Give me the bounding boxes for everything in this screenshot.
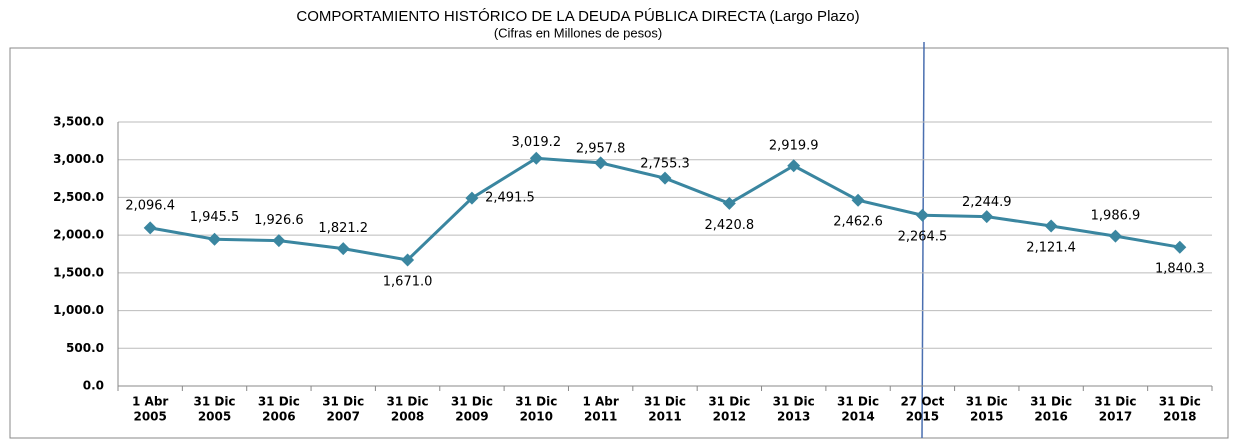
x-tick-label: 31 Dic <box>451 395 493 409</box>
y-tick-label: 1,000.0 <box>53 303 104 317</box>
data-label: 2,096.4 <box>125 198 175 213</box>
x-tick-label: 31 Dic <box>837 395 879 409</box>
point-marker <box>980 210 994 224</box>
x-tick-label: 1 Abr <box>132 395 168 409</box>
x-tick-label: 2010 <box>520 410 553 424</box>
point-marker <box>1173 240 1187 254</box>
data-label: 3,019.2 <box>511 135 561 150</box>
x-tick-label: 2015 <box>906 410 939 424</box>
data-label: 2,957.8 <box>576 141 626 156</box>
chart-frame <box>9 47 1229 439</box>
x-tick-label: 2008 <box>391 410 424 424</box>
point-marker <box>787 159 801 173</box>
y-tick-label: 500.0 <box>66 341 104 355</box>
data-label: 1,840.3 <box>1155 262 1205 277</box>
chart-subtitle: (Cifras en Millones de pesos) <box>494 25 662 40</box>
point-marker <box>336 242 350 256</box>
x-tick-label: 31 Dic <box>193 395 235 409</box>
data-label: 1,671.0 <box>383 274 433 289</box>
point-marker <box>1044 219 1058 233</box>
x-tick-label: 2014 <box>841 410 874 424</box>
point-marker <box>465 191 479 205</box>
y-tick-label: 2,000.0 <box>53 228 104 242</box>
y-tick-label: 1,500.0 <box>53 265 104 279</box>
data-label: 2,264.5 <box>898 230 948 245</box>
point-marker <box>851 193 865 207</box>
x-tick-label: 31 Dic <box>966 395 1008 409</box>
x-tick-label: 31 Dic <box>322 395 364 409</box>
point-marker <box>658 171 672 185</box>
data-label: 2,919.9 <box>769 138 819 153</box>
x-tick-label: 2009 <box>455 410 488 424</box>
x-tick-label: 2017 <box>1099 410 1132 424</box>
x-tick-label: 1 Abr <box>582 395 618 409</box>
x-tick-label: 31 Dic <box>515 395 557 409</box>
point-marker <box>208 232 222 246</box>
x-tick-label: 31 Dic <box>387 395 429 409</box>
y-tick-label: 3,500.0 <box>53 115 104 129</box>
x-tick-label: 2005 <box>198 410 231 424</box>
x-tick-label: 2011 <box>584 410 617 424</box>
x-tick-label: 2018 <box>1163 410 1196 424</box>
data-label: 2,121.4 <box>1026 240 1076 255</box>
data-label: 2,420.8 <box>705 218 755 233</box>
data-label: 1,821.2 <box>318 221 368 236</box>
y-tick-label: 3,000.0 <box>53 152 104 166</box>
x-tick-label: 31 Dic <box>644 395 686 409</box>
data-label: 1,926.6 <box>254 213 304 228</box>
data-label: 2,244.9 <box>962 195 1012 210</box>
x-tick-label: 31 Dic <box>708 395 750 409</box>
x-tick-label: 31 Dic <box>1159 395 1201 409</box>
x-tick-label: 2012 <box>713 410 746 424</box>
point-marker <box>1108 229 1122 243</box>
y-tick-label: 0.0 <box>83 379 104 393</box>
x-tick-label: 31 Dic <box>1030 395 1072 409</box>
x-tick-label: 2005 <box>133 410 166 424</box>
x-tick-label: 31 Dic <box>1094 395 1136 409</box>
x-tick-label: 31 Dic <box>773 395 815 409</box>
point-marker <box>529 151 543 165</box>
data-label: 2,491.5 <box>485 191 535 206</box>
data-label: 2,755.3 <box>640 157 690 172</box>
x-tick-label: 2015 <box>970 410 1003 424</box>
point-marker <box>594 156 608 170</box>
x-tick-label: 2007 <box>327 410 360 424</box>
x-tick-label: 2016 <box>1034 410 1067 424</box>
data-label: 1,945.5 <box>190 210 240 225</box>
y-tick-label: 2,500.0 <box>53 190 104 204</box>
divider-line <box>921 41 925 439</box>
point-marker <box>401 253 415 267</box>
point-marker <box>143 221 157 235</box>
point-marker <box>722 196 736 210</box>
x-tick-label: 31 Dic <box>258 395 300 409</box>
data-label: 1,986.9 <box>1091 209 1141 224</box>
chart-title: COMPORTAMIENTO HISTÓRICO DE LA DEUDA PÚB… <box>296 8 859 25</box>
x-tick-label: 2006 <box>262 410 295 424</box>
x-tick-label: 27 Oct <box>900 395 944 409</box>
point-marker <box>915 208 929 222</box>
data-label: 2,462.6 <box>833 215 883 230</box>
point-marker <box>272 234 286 248</box>
x-tick-label: 2011 <box>648 410 681 424</box>
x-tick-label: 2013 <box>777 410 810 424</box>
